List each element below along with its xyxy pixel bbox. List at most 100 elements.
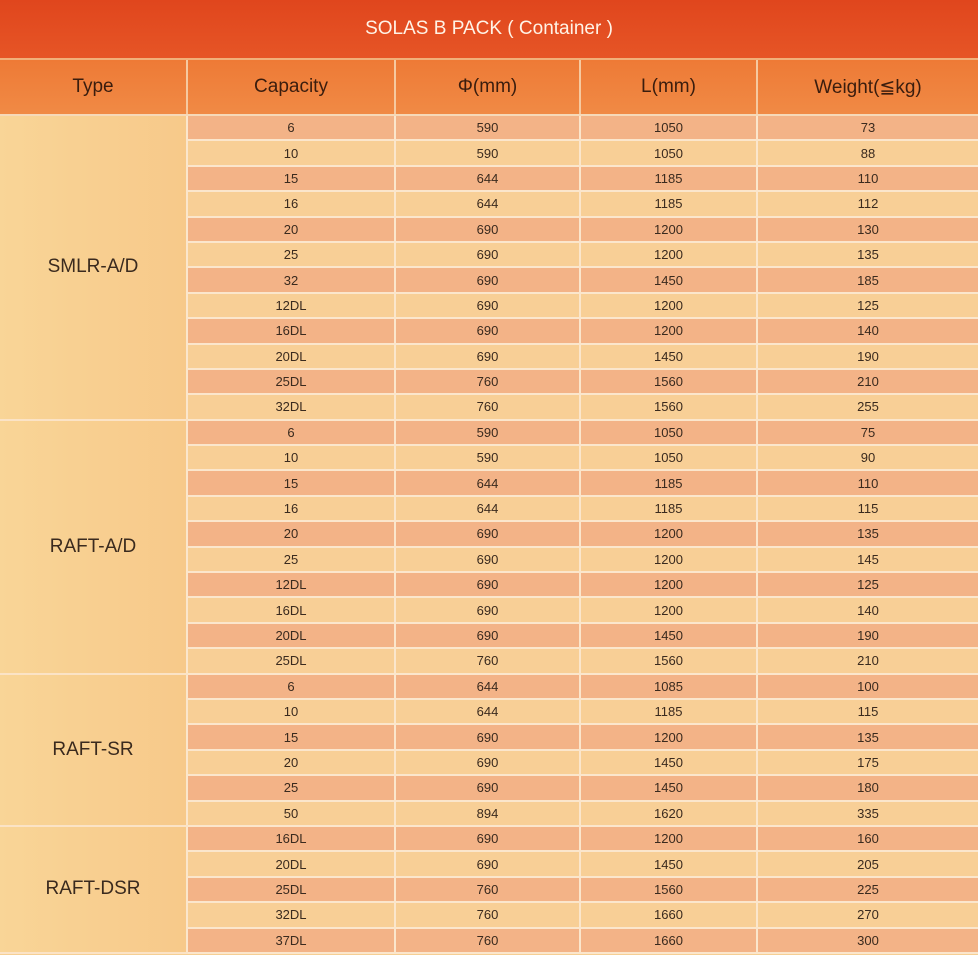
length-cell: 1200 bbox=[579, 724, 757, 751]
diameter-cell: 690 bbox=[394, 775, 580, 802]
weight-cell: 115 bbox=[756, 495, 978, 523]
diameter-cell: 760 bbox=[394, 927, 580, 954]
table-row: 12DL 690 1200 125 bbox=[0, 572, 978, 599]
table-row: 20 690 1200 130 bbox=[0, 216, 978, 243]
length-cell: 1185 bbox=[579, 191, 757, 218]
table-row: 20 690 1450 175 bbox=[0, 749, 978, 777]
length-cell: 1050 bbox=[579, 115, 757, 142]
length-cell: 1560 bbox=[579, 394, 757, 421]
weight-cell: 175 bbox=[756, 749, 978, 777]
type-cell: RAFT-A/D bbox=[0, 419, 187, 675]
diameter-cell: 590 bbox=[394, 115, 580, 142]
diameter-cell: 690 bbox=[394, 267, 580, 294]
length-cell: 1200 bbox=[579, 241, 757, 269]
header-capacity: Capacity bbox=[186, 60, 395, 116]
length-cell: 1560 bbox=[579, 876, 757, 904]
weight-cell: 90 bbox=[756, 445, 978, 472]
diameter-cell: 690 bbox=[394, 572, 580, 599]
diameter-cell: 690 bbox=[394, 851, 580, 878]
table-row: RAFT-SR 6 644 1085 100 bbox=[0, 673, 978, 827]
capacity-cell: 32 bbox=[186, 267, 395, 294]
capacity-cell: 25 bbox=[186, 546, 395, 574]
capacity-cell: 16 bbox=[186, 495, 395, 523]
capacity-cell: 6 bbox=[186, 115, 395, 142]
diameter-cell: 690 bbox=[394, 622, 580, 650]
length-cell: 1050 bbox=[579, 419, 757, 447]
weight-cell: 125 bbox=[756, 292, 978, 320]
table-row: 15 690 1200 135 bbox=[0, 724, 978, 751]
table-row: 25 690 1450 180 bbox=[0, 775, 978, 802]
capacity-cell: 25 bbox=[186, 241, 395, 269]
weight-cell: 135 bbox=[756, 724, 978, 751]
length-cell: 1660 bbox=[579, 927, 757, 954]
length-cell: 1200 bbox=[579, 546, 757, 574]
type-cell: RAFT-SR bbox=[0, 673, 187, 827]
weight-cell: 115 bbox=[756, 698, 978, 726]
capacity-cell: 32DL bbox=[186, 902, 395, 929]
weight-cell: 135 bbox=[756, 521, 978, 548]
length-cell: 1200 bbox=[579, 825, 757, 853]
capacity-cell: 25 bbox=[186, 775, 395, 802]
diameter-cell: 644 bbox=[394, 698, 580, 726]
diameter-cell: 690 bbox=[394, 546, 580, 574]
table-row: 32DL 760 1660 270 bbox=[0, 902, 978, 929]
diameter-cell: 690 bbox=[394, 292, 580, 320]
table-row: 15 644 1185 110 bbox=[0, 165, 978, 193]
length-cell: 1200 bbox=[579, 292, 757, 320]
length-cell: 1050 bbox=[579, 445, 757, 472]
weight-cell: 140 bbox=[756, 318, 978, 345]
weight-cell: 145 bbox=[756, 546, 978, 574]
table-row: 16 644 1185 112 bbox=[0, 191, 978, 218]
capacity-cell: 20 bbox=[186, 216, 395, 243]
weight-cell: 140 bbox=[756, 597, 978, 624]
table-row: 20DL 690 1450 190 bbox=[0, 343, 978, 370]
weight-cell: 185 bbox=[756, 267, 978, 294]
capacity-cell: 10 bbox=[186, 698, 395, 726]
header-row: Type Capacity Φ(mm) L(mm) Weight(≦kg) bbox=[0, 60, 978, 116]
capacity-cell: 20DL bbox=[186, 851, 395, 878]
length-cell: 1185 bbox=[579, 495, 757, 523]
table-row: 20 690 1200 135 bbox=[0, 521, 978, 548]
weight-cell: 210 bbox=[756, 648, 978, 675]
diameter-cell: 760 bbox=[394, 394, 580, 421]
weight-cell: 205 bbox=[756, 851, 978, 878]
diameter-cell: 590 bbox=[394, 140, 580, 167]
weight-cell: 75 bbox=[756, 419, 978, 447]
length-cell: 1185 bbox=[579, 698, 757, 726]
capacity-cell: 25DL bbox=[186, 368, 395, 396]
header-diameter: Φ(mm) bbox=[394, 60, 580, 116]
length-cell: 1450 bbox=[579, 749, 757, 777]
table-row: 25DL 760 1560 225 bbox=[0, 876, 978, 904]
header-weight: Weight(≦kg) bbox=[756, 60, 978, 116]
table-row: 25 690 1200 135 bbox=[0, 241, 978, 269]
weight-cell: 190 bbox=[756, 622, 978, 650]
length-cell: 1560 bbox=[579, 368, 757, 396]
table-row: 10 590 1050 90 bbox=[0, 445, 978, 472]
table-row: 25 690 1200 145 bbox=[0, 546, 978, 574]
length-cell: 1560 bbox=[579, 648, 757, 675]
capacity-cell: 20DL bbox=[186, 343, 395, 370]
weight-cell: 190 bbox=[756, 343, 978, 370]
diameter-cell: 690 bbox=[394, 241, 580, 269]
capacity-cell: 15 bbox=[186, 470, 395, 497]
diameter-cell: 590 bbox=[394, 445, 580, 472]
diameter-cell: 690 bbox=[394, 521, 580, 548]
capacity-cell: 16DL bbox=[186, 318, 395, 345]
diameter-cell: 760 bbox=[394, 876, 580, 904]
capacity-cell: 16 bbox=[186, 191, 395, 218]
specs-table: Type Capacity Φ(mm) L(mm) Weight(≦kg) SM… bbox=[0, 60, 978, 954]
length-cell: 1200 bbox=[579, 521, 757, 548]
weight-cell: 135 bbox=[756, 241, 978, 269]
table-row: 15 644 1185 110 bbox=[0, 470, 978, 497]
capacity-cell: 25DL bbox=[186, 876, 395, 904]
length-cell: 1450 bbox=[579, 775, 757, 802]
capacity-cell: 6 bbox=[186, 419, 395, 447]
weight-cell: 125 bbox=[756, 572, 978, 599]
table-row: 20DL 690 1450 205 bbox=[0, 851, 978, 878]
capacity-cell: 15 bbox=[186, 165, 395, 193]
length-cell: 1200 bbox=[579, 597, 757, 624]
diameter-cell: 690 bbox=[394, 749, 580, 777]
capacity-cell: 16DL bbox=[186, 597, 395, 624]
length-cell: 1200 bbox=[579, 318, 757, 345]
weight-cell: 300 bbox=[756, 927, 978, 954]
